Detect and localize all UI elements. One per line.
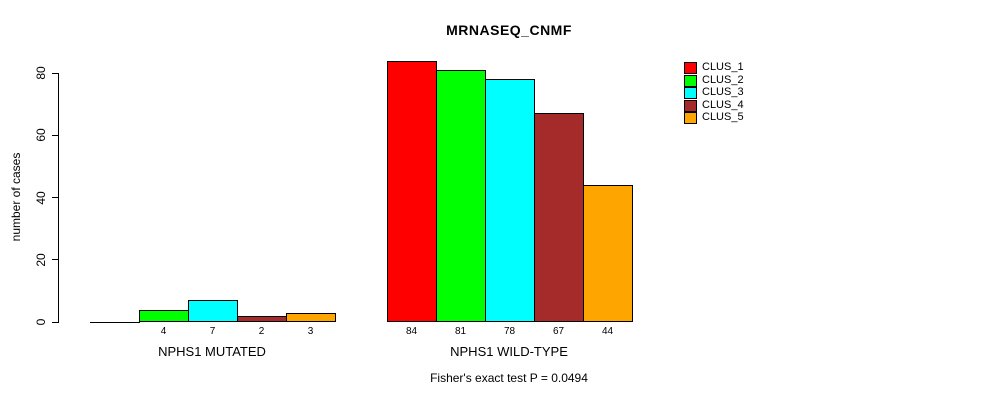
y-axis-line <box>58 73 59 323</box>
legend-swatch-icon <box>684 74 697 87</box>
bar-value-label: 81 <box>454 326 467 337</box>
bar-clus_2-nphs1-mutated <box>139 310 189 322</box>
legend-label: CLUS_4 <box>702 98 744 111</box>
bar-clus_3-nphs1-wild-type <box>485 79 535 322</box>
y-tick-label: 60 <box>34 128 48 142</box>
bar-value-label: 7 <box>209 326 216 337</box>
legend-label: CLUS_2 <box>702 73 744 86</box>
bar-value-label: 78 <box>503 326 516 337</box>
y-tick-mark <box>52 197 58 198</box>
bar-value-label: 3 <box>307 326 314 337</box>
bar-value-label: 44 <box>601 326 614 337</box>
bar-clus_5-nphs1-mutated <box>286 313 336 322</box>
bar-clus_4-nphs1-wild-type <box>534 113 584 322</box>
group-label-nphs1-wild-type: NPHS1 WILD-TYPE <box>450 344 568 359</box>
legend-label: CLUS_1 <box>702 61 744 73</box>
y-tick-mark <box>52 134 58 136</box>
bar-value-label: 2 <box>258 326 265 337</box>
bar-clus_5-nphs1-wild-type <box>583 185 633 322</box>
y-tick-mark <box>52 259 58 261</box>
legend-swatch-icon <box>684 99 697 112</box>
bar-value-label: 4 <box>160 326 167 337</box>
chart-title: MRNASEQ_CNMF <box>446 22 572 38</box>
legend-label: CLUS_3 <box>702 86 744 99</box>
y-tick-label: 0 <box>34 318 48 326</box>
legend-swatch-icon <box>684 87 697 100</box>
bar-clus_1-zero <box>90 322 140 323</box>
y-tick-label: 40 <box>34 190 48 205</box>
group-label-nphs1-mutated: NPHS1 MUTATED <box>158 344 266 359</box>
legend-swatch-icon <box>684 112 697 125</box>
bar-clus_2-nphs1-wild-type <box>436 70 486 322</box>
legend-label: CLUS_5 <box>702 111 744 124</box>
y-tick-mark <box>52 72 58 74</box>
y-tick-mark <box>52 321 58 323</box>
legend-swatch-icon <box>684 62 697 74</box>
bar-value-label: 84 <box>405 326 418 337</box>
fisher-test-note: Fisher's exact test P = 0.0494 <box>430 371 588 385</box>
bar-value-label: 67 <box>552 326 565 337</box>
y-tick-label: 80 <box>34 66 48 80</box>
y-axis-title: number of cases <box>9 152 23 242</box>
bar-clus_3-nphs1-mutated <box>188 300 238 322</box>
bar-clus_1-nphs1-wild-type <box>387 61 437 322</box>
y-tick-label: 20 <box>34 253 48 267</box>
bar-clus_4-nphs1-mutated <box>237 316 287 322</box>
